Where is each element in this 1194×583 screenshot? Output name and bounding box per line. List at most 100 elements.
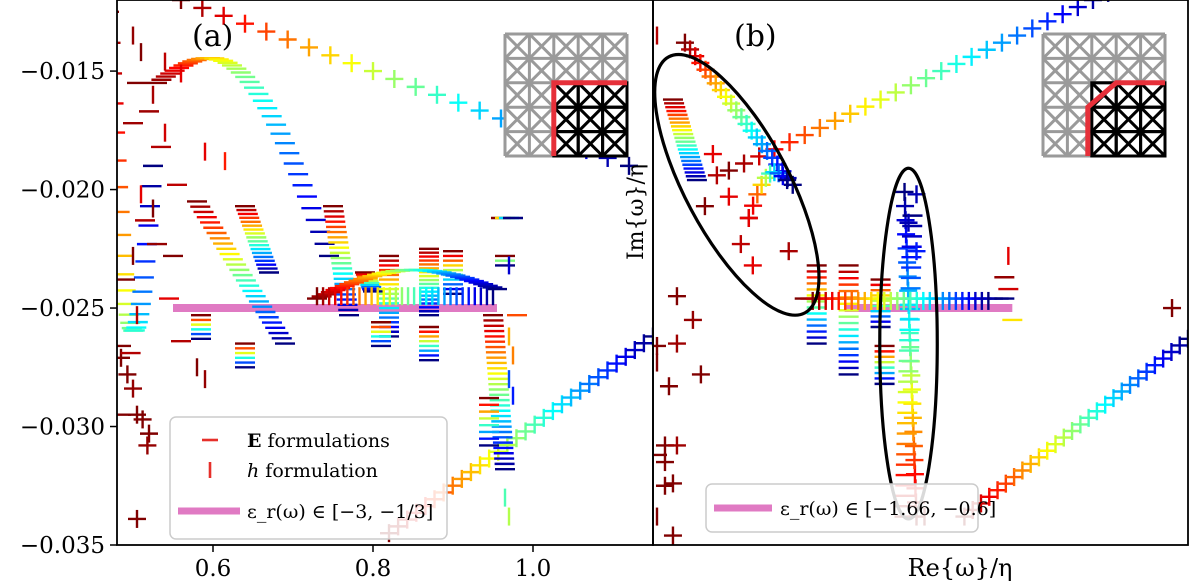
mesh-edge [503,81,531,109]
legend-label: E formulations [247,430,390,452]
mesh-edge [601,57,629,84]
legend-label: ε_r(ω) ∈ [−3, −1/3] [247,501,433,523]
series-0-point [1083,0,1102,9]
series-0-point [449,93,468,112]
scatter-point [703,145,722,164]
y-tick-label: −0.035 [20,533,105,559]
series-1-point [1179,329,1188,348]
series-3-point [744,196,763,215]
scatter-point [124,379,142,398]
scatter-point [117,348,130,367]
mesh-edge [1041,32,1069,60]
panel-b-label: (b) [734,19,777,54]
series-1-point [589,368,608,387]
series-1-point [498,435,517,454]
series-0-point [1053,5,1072,24]
series-0-point [172,0,190,9]
mesh-edge [552,57,580,84]
series-0-point [428,85,446,104]
series-1-point [607,354,626,373]
scatter-point [1163,299,1182,318]
x-tick-label: 1.0 [515,556,552,582]
mesh-edge [1041,130,1069,158]
mesh-edge [503,130,531,158]
series-0-point [917,69,936,88]
series-0-point [406,77,425,96]
series-1-point [644,327,652,346]
panel-a-label: (a) [192,19,233,54]
scatter-point [719,187,738,206]
panel-b-legend: ε_r(ω) ∈ [−1.66, −0.6] [705,483,996,533]
series-0-point [1008,26,1027,45]
mesh-edge [1115,130,1142,158]
mesh-edge [1139,81,1167,109]
y-tick-label: −0.020 [20,178,105,204]
y-tick-label: −0.025 [20,296,105,322]
mesh-edge [552,32,580,60]
mesh-edge [1115,81,1142,109]
series-0-point [795,126,814,145]
scatter-point [663,526,682,545]
series-3-point [773,167,792,186]
scatter-point [663,474,682,493]
series-0-point [278,30,297,49]
mesh-edge [1139,32,1167,60]
interface-boundary [1085,80,1165,156]
legend-box [705,483,979,533]
series-0-point [342,54,361,73]
mesh-edge [528,32,555,60]
panel-b-axes [652,0,1189,546]
series-0-point [947,54,966,73]
series-0-point [992,33,1011,52]
y-tick-label: −0.030 [20,415,105,441]
series-0-point [470,101,489,120]
series-0-point [810,118,829,137]
mesh-edge [577,57,604,84]
legend-label: h formulation [247,460,378,482]
scatter-point [133,410,152,429]
scatter-point [659,377,678,396]
panel-a-legend: E formulations h formulation ε_r(ω) ∈ [−3,… [169,416,448,540]
axes-frame [652,0,1189,546]
scatter-point [739,209,758,227]
panel-b: (b) ε_r(ω) ∈ [−1.66, −0.6] [652,0,1189,546]
mesh-edge [1115,32,1142,60]
series-0-point [871,90,890,109]
panel-a-mesh-inset [503,32,629,158]
scatter-point [138,436,157,455]
mesh-cell [601,130,629,158]
mesh-edge [577,32,604,60]
series-0-point [886,83,905,102]
mesh-edge [1041,57,1069,84]
scatter-point [118,365,137,384]
series-1-point [552,395,571,414]
series-0-point [962,47,981,66]
x-tick-label: 0.6 [195,556,232,582]
series-1-point [543,402,562,421]
x-tick-label: 0.8 [355,556,392,582]
mesh-edge [1090,106,1118,133]
series-0-point [193,0,212,17]
mesh-edge [1139,106,1167,133]
mesh-edge [1090,32,1118,60]
series-1-point [461,463,480,482]
y-tick-label: −0.015 [20,59,105,85]
series-0-point [856,97,875,116]
scatter-point [779,242,798,261]
panel-b-mesh-inset [1041,32,1167,158]
mesh-cell [1139,130,1167,158]
mesh-edge [552,81,580,109]
panel-a-axes: 0.6 0.8 1.0 −0.015 −0.020 −0.025 −0.030 −0.035 [20,0,654,582]
series-4-point [895,182,914,201]
series-0-point [735,154,754,173]
scatter-point [128,509,146,528]
scatter-point [899,213,918,232]
mesh-edge [577,130,604,158]
mesh-edge [1115,57,1142,84]
scatter-point [653,336,666,355]
mesh-edge [1090,130,1118,158]
scatter-point [707,166,726,185]
mesh-edge [1139,57,1167,84]
mesh-edge [528,106,555,133]
